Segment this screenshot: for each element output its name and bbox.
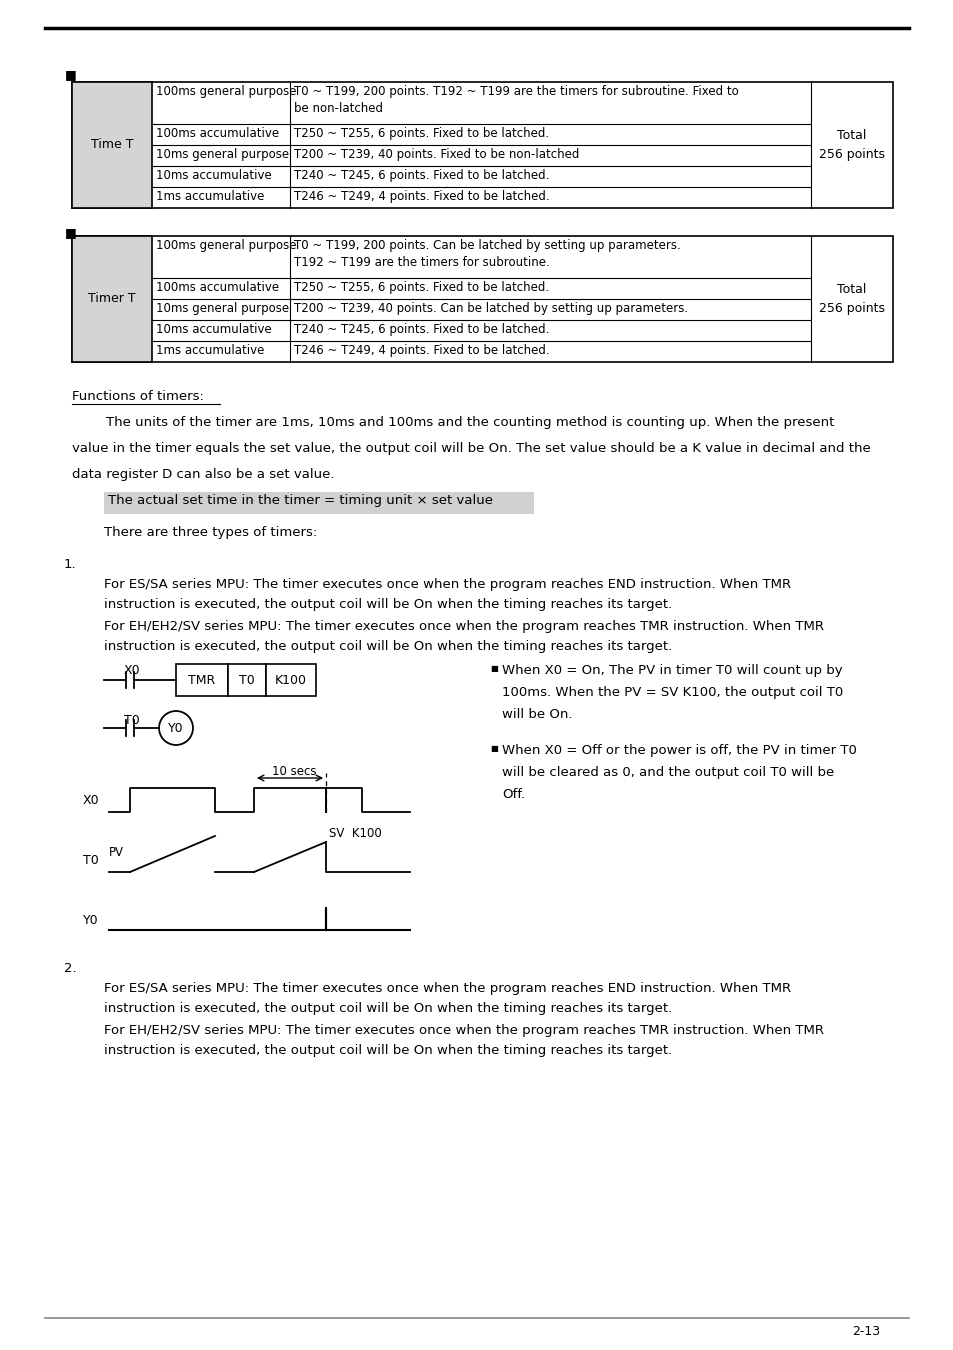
Text: Timer T: Timer T — [88, 293, 135, 305]
Text: 1ms accumulative: 1ms accumulative — [156, 344, 264, 356]
Text: X0: X0 — [82, 794, 99, 806]
Bar — [175, 664, 228, 697]
Text: When X0 = Off or the power is off, the PV in timer T0: When X0 = Off or the power is off, the P… — [501, 744, 856, 757]
Text: T250 ~ T255, 6 points. Fixed to be latched.: T250 ~ T255, 6 points. Fixed to be latch… — [294, 281, 549, 294]
Text: ■: ■ — [490, 744, 497, 753]
Bar — [71, 82, 152, 208]
Text: T0 ~ T199, 200 points. T192 ~ T199 are the timers for subroutine. Fixed to
be no: T0 ~ T199, 200 points. T192 ~ T199 are t… — [294, 85, 738, 115]
Text: SV  K100: SV K100 — [329, 828, 381, 840]
Bar — [266, 664, 315, 697]
Text: ■: ■ — [490, 664, 497, 674]
Text: 100ms general purpose: 100ms general purpose — [156, 239, 296, 252]
Text: There are three types of timers:: There are three types of timers: — [104, 526, 317, 539]
Text: instruction is executed, the output coil will be On when the timing reaches its : instruction is executed, the output coil… — [104, 640, 672, 653]
Text: Total
256 points: Total 256 points — [818, 284, 884, 315]
Text: 10ms accumulative: 10ms accumulative — [156, 169, 272, 182]
Text: T246 ~ T249, 4 points. Fixed to be latched.: T246 ~ T249, 4 points. Fixed to be latch… — [294, 190, 549, 202]
Text: T240 ~ T245, 6 points. Fixed to be latched.: T240 ~ T245, 6 points. Fixed to be latch… — [294, 323, 549, 336]
Text: T200 ~ T239, 40 points. Can be latched by setting up parameters.: T200 ~ T239, 40 points. Can be latched b… — [294, 302, 687, 315]
Text: For ES/SA series MPU: The timer executes once when the program reaches END instr: For ES/SA series MPU: The timer executes… — [104, 578, 790, 591]
Text: The actual set time in the timer = timing unit × set value: The actual set time in the timer = timin… — [108, 494, 493, 508]
Text: will be cleared as 0, and the output coil T0 will be: will be cleared as 0, and the output coi… — [501, 765, 833, 779]
Text: T240 ~ T245, 6 points. Fixed to be latched.: T240 ~ T245, 6 points. Fixed to be latch… — [294, 169, 549, 182]
Bar — [71, 236, 152, 362]
Text: 10 secs: 10 secs — [272, 765, 316, 778]
Text: 10ms general purpose: 10ms general purpose — [156, 148, 289, 161]
Text: Off.: Off. — [501, 788, 524, 801]
Bar — [104, 491, 534, 514]
Text: T246 ~ T249, 4 points. Fixed to be latched.: T246 ~ T249, 4 points. Fixed to be latch… — [294, 344, 549, 356]
Text: 100ms accumulative: 100ms accumulative — [156, 281, 279, 294]
Text: ■: ■ — [65, 225, 76, 239]
Text: data register D can also be a set value.: data register D can also be a set value. — [71, 468, 335, 481]
Text: The units of the timer are 1ms, 10ms and 100ms and the counting method is counti: The units of the timer are 1ms, 10ms and… — [71, 416, 834, 429]
Text: instruction is executed, the output coil will be On when the timing reaches its : instruction is executed, the output coil… — [104, 598, 672, 612]
Text: For ES/SA series MPU: The timer executes once when the program reaches END instr: For ES/SA series MPU: The timer executes… — [104, 981, 790, 995]
Text: 100ms general purpose: 100ms general purpose — [156, 85, 296, 99]
Text: T0: T0 — [124, 714, 139, 728]
Text: Functions of timers:: Functions of timers: — [71, 390, 204, 404]
Text: When X0 = On, The PV in timer T0 will count up by: When X0 = On, The PV in timer T0 will co… — [501, 664, 841, 676]
Text: For EH/EH2/SV series MPU: The timer executes once when the program reaches TMR i: For EH/EH2/SV series MPU: The timer exec… — [104, 1025, 823, 1037]
Text: 10ms accumulative: 10ms accumulative — [156, 323, 272, 336]
Text: Time T: Time T — [91, 139, 133, 151]
Bar — [228, 664, 266, 697]
Bar — [71, 236, 892, 362]
Text: 2-13: 2-13 — [851, 1324, 879, 1338]
Text: will be On.: will be On. — [501, 707, 572, 721]
Text: K100: K100 — [274, 674, 307, 687]
Text: Total
256 points: Total 256 points — [818, 130, 884, 161]
Text: 1.: 1. — [64, 558, 76, 571]
Bar — [71, 82, 892, 208]
Text: 10ms general purpose: 10ms general purpose — [156, 302, 289, 315]
Text: T0: T0 — [83, 853, 99, 867]
Text: For EH/EH2/SV series MPU: The timer executes once when the program reaches TMR i: For EH/EH2/SV series MPU: The timer exec… — [104, 620, 823, 633]
Text: T200 ~ T239, 40 points. Fixed to be non-latched: T200 ~ T239, 40 points. Fixed to be non-… — [294, 148, 578, 161]
Text: TMR: TMR — [188, 674, 215, 687]
Text: ■: ■ — [65, 68, 76, 81]
Text: instruction is executed, the output coil will be On when the timing reaches its : instruction is executed, the output coil… — [104, 1044, 672, 1057]
Text: PV: PV — [109, 846, 124, 859]
Text: 100ms accumulative: 100ms accumulative — [156, 127, 279, 140]
Text: Y0: Y0 — [83, 914, 99, 926]
Text: T250 ~ T255, 6 points. Fixed to be latched.: T250 ~ T255, 6 points. Fixed to be latch… — [294, 127, 549, 140]
Text: 1ms accumulative: 1ms accumulative — [156, 190, 264, 202]
Text: 2.: 2. — [64, 963, 76, 975]
Text: X0: X0 — [124, 664, 140, 676]
Text: T0 ~ T199, 200 points. Can be latched by setting up parameters.
T192 ~ T199 are : T0 ~ T199, 200 points. Can be latched by… — [294, 239, 680, 269]
Text: T0: T0 — [239, 674, 254, 687]
Text: instruction is executed, the output coil will be On when the timing reaches its : instruction is executed, the output coil… — [104, 1002, 672, 1015]
Text: value in the timer equals the set value, the output coil will be On. The set val: value in the timer equals the set value,… — [71, 441, 870, 455]
Text: 100ms. When the PV = SV K100, the output coil T0: 100ms. When the PV = SV K100, the output… — [501, 686, 842, 699]
Text: Y0: Y0 — [168, 721, 184, 734]
